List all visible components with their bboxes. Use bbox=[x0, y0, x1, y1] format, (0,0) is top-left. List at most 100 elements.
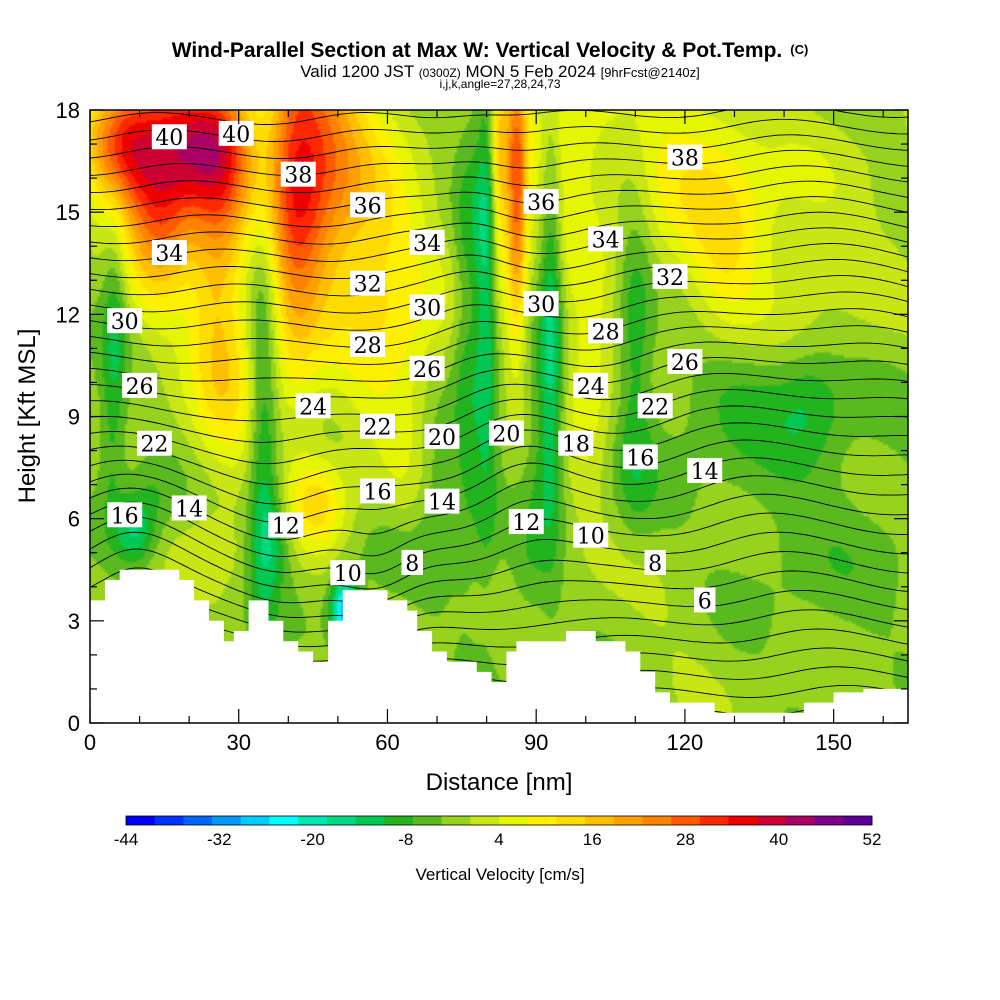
theta-label: 10 bbox=[330, 560, 366, 587]
colorbar-swatch bbox=[154, 816, 184, 825]
colorbar-swatch bbox=[240, 816, 270, 825]
theta-contour-40 bbox=[90, 118, 908, 142]
theta-contour-37 bbox=[90, 165, 908, 194]
chart-title: Wind-Parallel Section at Max W: Vertical… bbox=[172, 39, 809, 62]
x-tick-label: 0 bbox=[84, 730, 96, 755]
theta-label: 40 bbox=[218, 120, 254, 148]
colorbar-swatch bbox=[699, 816, 729, 825]
svg-text:40: 40 bbox=[222, 123, 250, 148]
chart-subtitle-indices: i,j,k,angle=27,28,24,73 bbox=[439, 77, 560, 91]
colorbar-swatch bbox=[814, 816, 844, 825]
colorbar-swatch bbox=[470, 816, 500, 825]
theta-label: 36 bbox=[523, 188, 559, 216]
svg-text:30: 30 bbox=[413, 297, 441, 322]
svg-text:22: 22 bbox=[140, 433, 168, 458]
svg-text:34: 34 bbox=[592, 228, 620, 253]
colorbar-swatch bbox=[183, 816, 213, 825]
colorbar-swatch bbox=[441, 816, 471, 825]
svg-text:18: 18 bbox=[562, 433, 590, 458]
theta-label: 38 bbox=[280, 161, 316, 189]
terrain-layer bbox=[90, 569, 908, 723]
theta-label: 30 bbox=[523, 291, 559, 318]
theta-contour-17 bbox=[90, 493, 908, 557]
theta-label: 30 bbox=[107, 308, 143, 335]
svg-text:8: 8 bbox=[405, 552, 419, 577]
chart-subtitle: Valid 1200 JST (0300Z) MON 5 Feb 2024 [9… bbox=[300, 62, 700, 81]
colorbar-swatch bbox=[384, 816, 414, 825]
y-tick-label: 12 bbox=[56, 302, 80, 327]
colorbar-tick-label: -44 bbox=[114, 830, 139, 849]
svg-text:26: 26 bbox=[671, 351, 699, 376]
svg-text:24: 24 bbox=[577, 375, 605, 400]
theta-label: 24 bbox=[295, 393, 331, 420]
x-tick-label: 30 bbox=[226, 730, 250, 755]
svg-text:36: 36 bbox=[527, 191, 555, 216]
svg-text:16: 16 bbox=[626, 446, 654, 471]
theta-label: 12 bbox=[508, 509, 544, 536]
theta-contour-41 bbox=[90, 110, 908, 125]
colorbar-swatch bbox=[785, 816, 816, 825]
x-axis-label: Distance [nm] bbox=[426, 769, 573, 796]
svg-text:10: 10 bbox=[577, 525, 605, 550]
theta-contour-32 bbox=[90, 243, 908, 280]
y-tick-label: 9 bbox=[68, 405, 80, 430]
colorbar-tick-label: -8 bbox=[398, 830, 413, 849]
svg-text:6: 6 bbox=[698, 589, 712, 614]
svg-text:10: 10 bbox=[334, 562, 362, 587]
svg-text:14: 14 bbox=[428, 491, 456, 516]
x-tick-label: 90 bbox=[524, 730, 548, 755]
theta-contour-15 bbox=[90, 531, 908, 590]
theta-contour-26 bbox=[90, 341, 908, 382]
x-tick-label: 150 bbox=[815, 730, 852, 755]
svg-text:20: 20 bbox=[492, 423, 520, 448]
w-color-field bbox=[90, 110, 908, 723]
colorbar-swatch bbox=[298, 816, 328, 825]
colorbar-tick-label: -32 bbox=[207, 830, 232, 849]
svg-text:16: 16 bbox=[364, 480, 392, 505]
svg-text:14: 14 bbox=[691, 460, 719, 485]
y-tick-label: 0 bbox=[68, 711, 80, 736]
colorbar-swatch bbox=[326, 816, 356, 825]
theta-contour-34 bbox=[90, 211, 908, 245]
colorbar-swatch bbox=[527, 816, 557, 825]
svg-text:26: 26 bbox=[413, 358, 441, 383]
colorbar-swatch bbox=[613, 816, 643, 825]
svg-text:38: 38 bbox=[284, 164, 312, 189]
theta-label: 38 bbox=[667, 144, 703, 172]
theta-label: 14 bbox=[424, 488, 460, 516]
svg-text:34: 34 bbox=[155, 242, 183, 267]
theta-label: 32 bbox=[350, 270, 386, 298]
w-shading bbox=[90, 110, 908, 723]
colorbar-swatch bbox=[126, 816, 156, 825]
x-tick-label: 60 bbox=[375, 730, 399, 755]
colorbar-swatch bbox=[355, 816, 385, 825]
theta-label: 28 bbox=[350, 331, 386, 359]
svg-text:22: 22 bbox=[364, 416, 392, 441]
svg-text:8: 8 bbox=[648, 552, 662, 577]
svg-text:30: 30 bbox=[111, 310, 139, 335]
colorbar-swatch bbox=[585, 816, 615, 825]
theta-label: 22 bbox=[637, 393, 673, 420]
y-tick-label: 18 bbox=[56, 98, 80, 123]
colorbar-swatch bbox=[843, 816, 873, 825]
theta-label: 10 bbox=[573, 522, 609, 550]
y-tick-label: 3 bbox=[68, 609, 80, 634]
colorbar-swatch bbox=[212, 816, 242, 825]
y-axis-label: Height [Kft MSL] bbox=[14, 329, 41, 504]
svg-text:32: 32 bbox=[354, 273, 382, 298]
y-tick-label: 15 bbox=[56, 200, 80, 225]
theta-label: 26 bbox=[409, 355, 445, 383]
theta-label: 14 bbox=[171, 495, 207, 522]
theta-label: 16 bbox=[622, 444, 658, 471]
theta-contour-31 bbox=[90, 259, 908, 297]
theta-label: 26 bbox=[667, 349, 703, 376]
svg-text:40: 40 bbox=[155, 126, 183, 151]
colorbar-frame bbox=[125, 815, 873, 826]
colorbar-tick-label: 40 bbox=[769, 830, 788, 849]
colorbar-swatch bbox=[728, 816, 758, 825]
colorbar: -44 -32 -20 -8 4 16 28 40 52 bbox=[114, 815, 881, 849]
svg-text:28: 28 bbox=[354, 334, 382, 359]
terrain bbox=[90, 569, 908, 723]
